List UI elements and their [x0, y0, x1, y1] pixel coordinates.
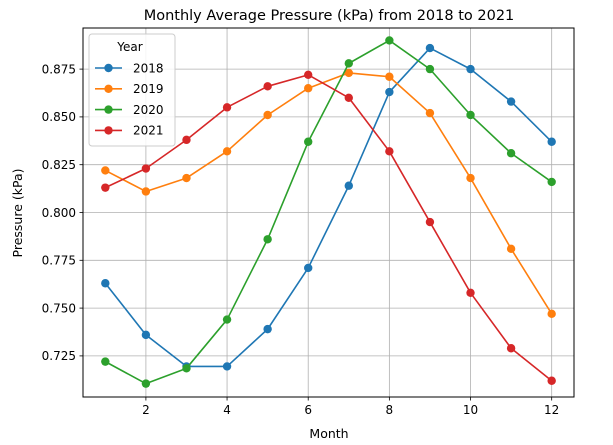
data-point-2019 — [304, 84, 313, 93]
legend-swatch-marker — [104, 84, 113, 94]
data-point-2018 — [141, 330, 151, 340]
x-tick-label: 4 — [223, 403, 231, 417]
series-line-2018 — [104, 47, 553, 368]
data-point-2021 — [425, 217, 435, 227]
y-tick-label: 0.750 — [42, 301, 76, 315]
legend-label: 2019 — [133, 82, 164, 96]
data-point-2021 — [466, 288, 475, 298]
y-axis-label: Pressure (kPa) — [10, 169, 25, 258]
series-layer — [101, 36, 556, 388]
data-point-2018 — [466, 64, 475, 74]
data-point-2018 — [344, 181, 353, 190]
legend: Year 2018 2019 2020 2021 — [88, 33, 176, 147]
data-point-2019 — [425, 108, 435, 118]
axis-ticks: 2 4 6 8 10 12 0.725 0.750 0.775 0.800 0.825 0.850 0.… — [42, 62, 560, 417]
legend-item-2018: 2018 — [95, 61, 164, 75]
data-point-2021 — [547, 376, 556, 385]
legend-swatch-marker — [104, 126, 113, 135]
data-point-2018 — [385, 87, 394, 97]
legend-label: 2020 — [133, 103, 164, 117]
data-point-2018 — [547, 137, 556, 146]
series-line-2020 — [104, 39, 553, 385]
data-point-2018 — [101, 279, 110, 288]
legend-item-2021: 2021 — [95, 124, 164, 138]
legend-swatch-marker — [104, 63, 113, 73]
y-tick-label: 0.825 — [42, 158, 76, 172]
x-tick-label: 10 — [463, 403, 478, 417]
data-point-2019 — [344, 68, 353, 78]
legend-item-2019: 2019 — [95, 82, 164, 96]
data-point-2018 — [222, 362, 232, 371]
data-point-2021 — [101, 183, 110, 192]
y-tick-label: 0.725 — [42, 349, 76, 363]
y-tick-label: 0.850 — [42, 110, 76, 124]
data-point-2019 — [466, 173, 475, 183]
legend-box — [88, 33, 176, 147]
data-point-2021 — [263, 82, 272, 91]
data-point-2020 — [344, 59, 353, 68]
data-point-2019 — [182, 173, 191, 183]
data-point-2020 — [222, 315, 232, 324]
data-point-2020 — [141, 379, 151, 388]
legend-item-2020: 2020 — [95, 103, 164, 117]
series-line-2021 — [104, 74, 553, 382]
data-point-2020 — [304, 137, 313, 146]
data-point-2019 — [263, 110, 272, 120]
chart-title: Monthly Average Pressure (kPa) from 2018… — [144, 8, 515, 24]
data-point-2021 — [222, 103, 232, 112]
data-point-2021 — [506, 344, 516, 353]
legend-label: 2021 — [133, 124, 164, 138]
data-point-2020 — [182, 364, 191, 373]
y-tick-label: 0.775 — [42, 254, 76, 268]
data-point-2021 — [141, 164, 151, 173]
x-tick-label: 2 — [142, 403, 150, 417]
legend-label: 2018 — [133, 61, 164, 75]
x-tick-label: 8 — [386, 403, 394, 417]
legend-title: Year — [116, 40, 142, 54]
data-point-2018 — [263, 324, 272, 334]
series-2021 — [101, 70, 556, 385]
series-2019 — [101, 68, 556, 319]
data-point-2020 — [385, 36, 394, 45]
x-axis-label: Month — [309, 426, 348, 441]
series-line-2019 — [104, 72, 553, 315]
data-point-2021 — [304, 70, 313, 80]
data-point-2018 — [304, 263, 313, 273]
x-tick-label: 12 — [544, 403, 559, 417]
data-point-2021 — [385, 147, 394, 156]
data-point-2021 — [182, 135, 191, 145]
data-point-2020 — [101, 357, 110, 366]
data-point-2020 — [466, 110, 475, 120]
data-point-2019 — [506, 244, 516, 254]
data-point-2020 — [547, 177, 556, 187]
data-point-2018 — [506, 97, 516, 106]
y-tick-label: 0.800 — [42, 206, 76, 220]
data-point-2021 — [344, 93, 353, 102]
data-point-2019 — [222, 147, 232, 156]
data-point-2019 — [385, 72, 394, 81]
data-point-2020 — [263, 235, 272, 244]
y-tick-label: 0.875 — [42, 62, 76, 76]
x-tick-label: 6 — [304, 403, 312, 417]
data-point-2019 — [101, 166, 110, 175]
data-point-2018 — [425, 43, 435, 53]
data-point-2019 — [141, 187, 151, 196]
series-2020 — [101, 36, 556, 388]
data-point-2020 — [425, 64, 435, 74]
data-point-2019 — [547, 309, 556, 319]
legend-swatch-marker — [104, 105, 113, 114]
data-point-2020 — [506, 149, 516, 158]
